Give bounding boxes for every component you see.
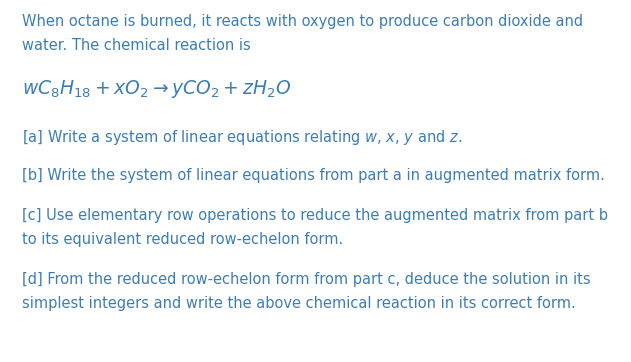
Text: [b] Write the system of linear equations from part a in augmented matrix form.: [b] Write the system of linear equations… bbox=[22, 168, 605, 183]
Text: [c] Use elementary row operations to reduce the augmented matrix from part b: [c] Use elementary row operations to red… bbox=[22, 208, 608, 223]
Text: to its equivalent reduced row-echelon form.: to its equivalent reduced row-echelon fo… bbox=[22, 232, 343, 247]
Text: simplest integers and write the above chemical reaction in its correct form.: simplest integers and write the above ch… bbox=[22, 296, 575, 311]
Text: [a] Write a system of linear equations relating $w$, $x$, $y$ and $z$.: [a] Write a system of linear equations r… bbox=[22, 128, 462, 147]
Text: [d] From the reduced row-echelon form from part c, deduce the solution in its: [d] From the reduced row-echelon form fr… bbox=[22, 272, 591, 287]
Text: $wC_8H_{18} + xO_2 \rightarrow yCO_2 + zH_2O$: $wC_8H_{18} + xO_2 \rightarrow yCO_2 + z… bbox=[22, 78, 291, 100]
Text: When octane is burned, it reacts with oxygen to produce carbon dioxide and: When octane is burned, it reacts with ox… bbox=[22, 14, 583, 29]
Text: water. The chemical reaction is: water. The chemical reaction is bbox=[22, 38, 251, 53]
